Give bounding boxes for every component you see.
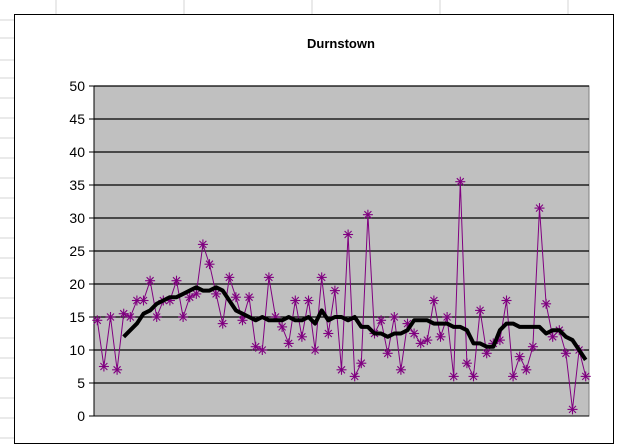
series-1-point — [461, 358, 472, 369]
series-1-point — [362, 209, 373, 220]
series-1-point — [138, 295, 149, 306]
series-1-point — [481, 348, 492, 359]
series-1-point — [112, 364, 123, 375]
series-1-point — [389, 312, 400, 322]
series-1-point — [283, 338, 294, 349]
series-1-point — [230, 292, 241, 303]
series-1-point — [349, 371, 360, 382]
y-tick-label: 10 — [69, 342, 85, 358]
series-1-point — [534, 203, 545, 214]
series-1-point — [521, 364, 532, 375]
series-1-point — [422, 335, 433, 346]
series-1-point — [125, 312, 136, 322]
series-1-point — [290, 295, 301, 306]
series-1-point — [541, 298, 552, 309]
series-2-line — [122, 285, 588, 362]
series-layer — [92, 176, 591, 415]
series-1-point — [382, 348, 393, 359]
series-1-point — [323, 328, 334, 339]
series-1-point — [211, 288, 222, 299]
series-1-point — [428, 295, 439, 306]
y-tick-label: 20 — [69, 276, 85, 292]
series-1-point — [303, 295, 314, 306]
series-1-point — [435, 331, 446, 342]
series-1-point — [356, 358, 367, 369]
series-1-point — [191, 288, 202, 299]
series-1-point — [455, 176, 466, 187]
series-1-point — [468, 371, 479, 382]
series-1-point — [395, 364, 406, 375]
y-tick-label: 25 — [69, 243, 85, 259]
chart-title: Durnstown — [307, 36, 375, 51]
series-1-point — [329, 285, 340, 296]
series-1-point — [501, 295, 512, 306]
series-1-point — [475, 305, 486, 316]
y-tick-label: 45 — [69, 111, 85, 127]
series-1-point — [237, 315, 248, 326]
series-1-point — [224, 272, 235, 283]
series-1-point — [263, 272, 274, 283]
series-1-point — [217, 318, 228, 329]
series-1-point — [277, 321, 288, 332]
series-1-point — [204, 259, 215, 270]
series-1-point — [336, 364, 347, 375]
series-1-point — [316, 272, 327, 283]
series-1-point — [448, 371, 459, 382]
series-1-point — [257, 345, 268, 355]
y-tick-label: 5 — [77, 375, 85, 391]
series-1-point — [442, 312, 453, 322]
series-1-point — [560, 348, 571, 359]
series-1-point — [244, 292, 255, 303]
series-1-point — [310, 345, 321, 355]
series-1-point — [98, 361, 109, 372]
series-1-point — [343, 229, 354, 240]
series-1-point — [508, 371, 519, 382]
series-1-point — [105, 312, 116, 322]
series-1-point — [296, 331, 307, 342]
y-tick-label: 0 — [77, 408, 85, 424]
y-tick-label: 15 — [69, 309, 85, 325]
series-1-point — [151, 312, 162, 322]
series-1-point — [567, 404, 578, 415]
series-1-point — [527, 341, 538, 352]
y-tick-label: 50 — [69, 78, 85, 94]
series-1-point — [197, 239, 208, 250]
series-1-point — [171, 275, 182, 286]
series-1-point — [92, 315, 103, 326]
y-tick-label: 35 — [69, 177, 85, 193]
series-1-point — [409, 328, 420, 339]
series-1-point — [178, 312, 189, 322]
series-1-point — [514, 351, 525, 362]
series-1-point — [145, 275, 156, 286]
y-tick-label: 30 — [69, 210, 85, 226]
series-1-point — [376, 315, 387, 326]
series-1-point — [547, 331, 558, 342]
series-1-point — [580, 371, 591, 382]
y-tick-label: 40 — [69, 144, 85, 160]
axes: 0 5 10 15 20 25 30 35 40 45 50 — [69, 78, 589, 424]
